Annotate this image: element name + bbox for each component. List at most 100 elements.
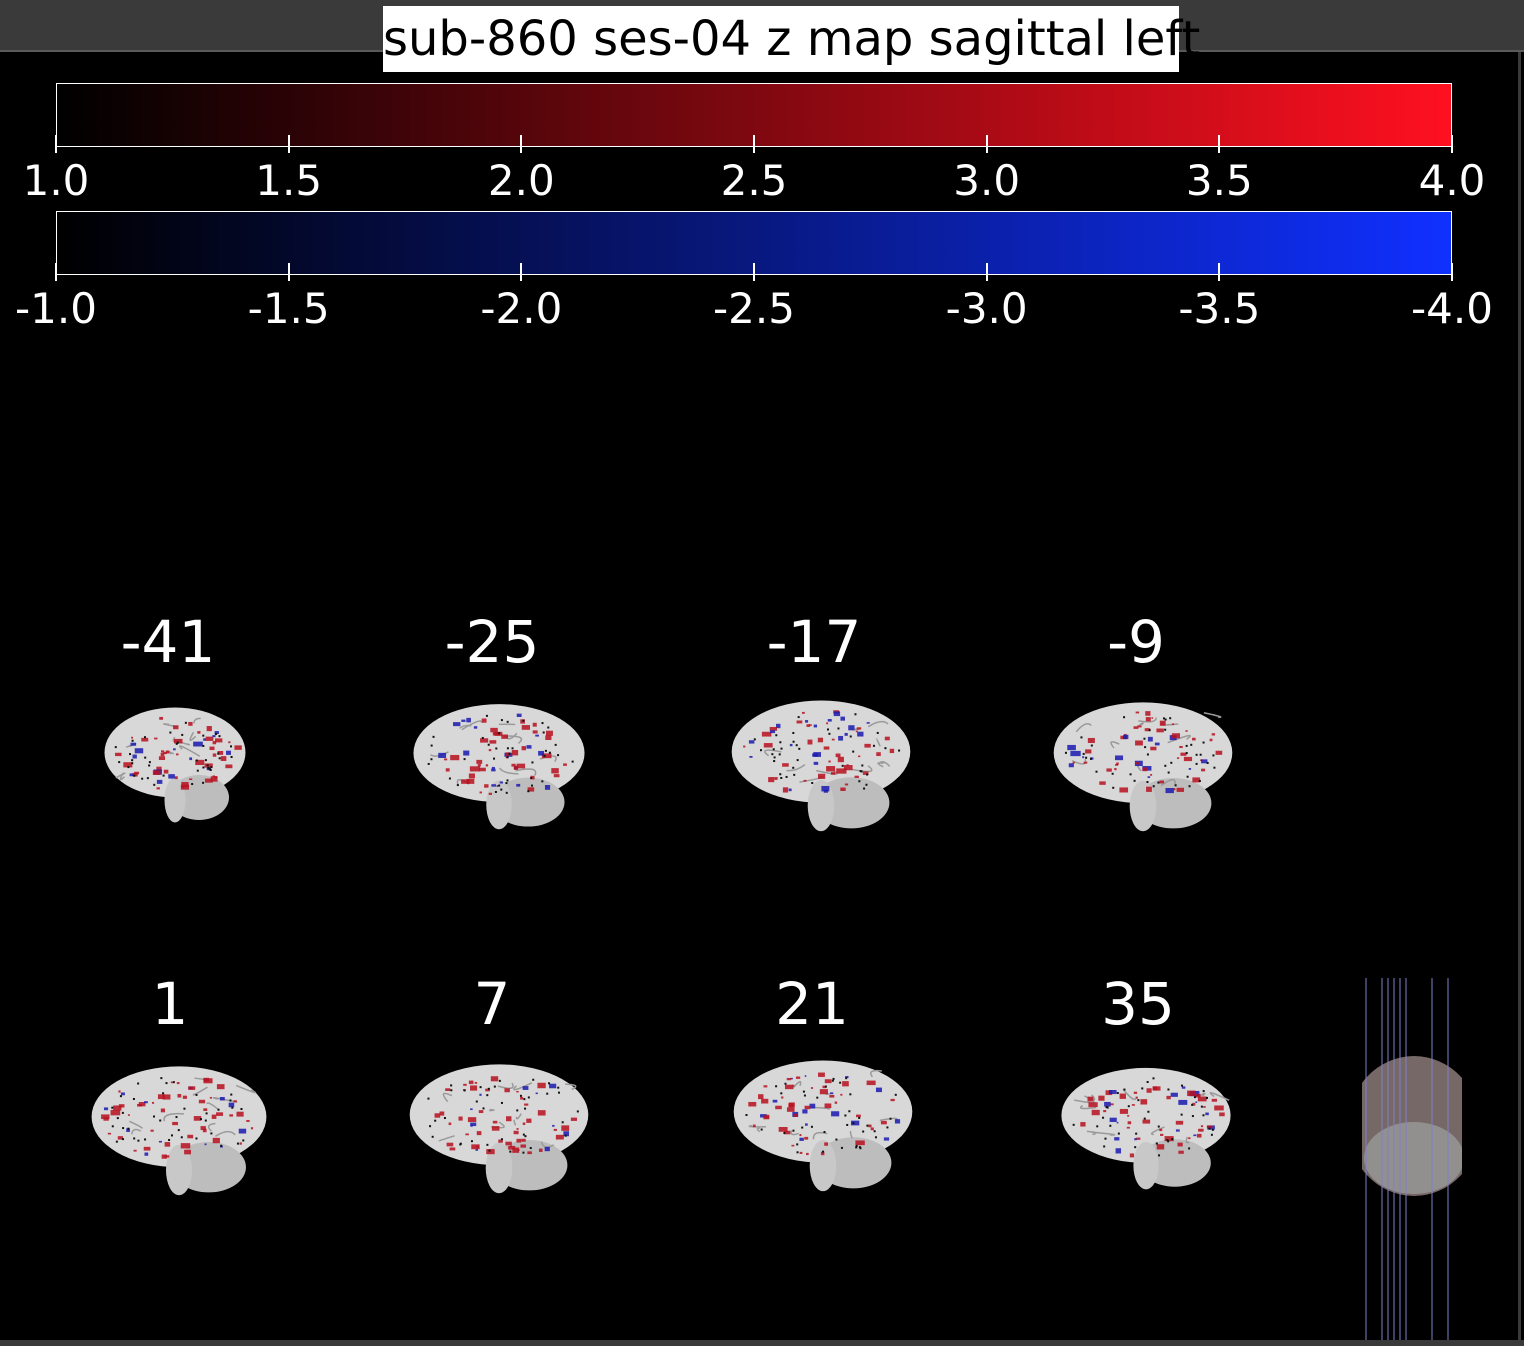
positive-activation-blob [844, 783, 849, 786]
negative-activation-blob [1114, 1137, 1120, 1141]
brain-slice-image [733, 1060, 913, 1192]
positive-activation-blob [1209, 738, 1213, 742]
speckle [861, 764, 864, 767]
positive-activation-blob [1087, 1096, 1094, 1102]
positive-activation-blob [107, 1132, 112, 1135]
colorbar-tick-label: 2.0 [487, 156, 555, 205]
positive-activation-blob [471, 1144, 480, 1150]
negative-activation-blob [526, 745, 532, 749]
speckle [1129, 773, 1132, 776]
positive-activation-blob [203, 1077, 210, 1082]
speckle [500, 719, 503, 722]
brainstem-shape [1133, 1141, 1159, 1190]
positive-activation-blob [489, 740, 497, 744]
positive-activation-blob [250, 1127, 254, 1130]
positive-activation-blob [443, 758, 448, 761]
negative-activation-blob [132, 754, 137, 759]
speckle [855, 1144, 858, 1147]
gyrus-line [438, 1135, 455, 1142]
speckle [218, 757, 221, 760]
speckle [759, 749, 762, 752]
slice-label: 7 [473, 970, 511, 1038]
positive-activation-blob [804, 1136, 809, 1140]
positive-activation-blob [836, 768, 847, 774]
positive-activation-blob [1176, 787, 1185, 792]
colorbar-tick-label: 4.0 [1418, 156, 1486, 205]
positive-activation-blob [488, 792, 492, 795]
positive-activation-blob [532, 730, 538, 734]
speckle [121, 1138, 124, 1141]
brain-slice-image [91, 1066, 267, 1196]
positive-activation-blob [1119, 1108, 1129, 1114]
speckle [831, 1079, 834, 1082]
positive-activation-blob [752, 1124, 756, 1128]
speckle [205, 1112, 208, 1115]
speckle [463, 758, 466, 761]
speckle [516, 1109, 519, 1112]
slice-label: -25 [444, 608, 540, 676]
positive-activation-blob [786, 1107, 795, 1112]
positive-activation-blob [866, 1080, 876, 1086]
gyrus-line [212, 1096, 238, 1104]
speckle [802, 1090, 805, 1093]
speckle [522, 719, 525, 722]
speckle [884, 747, 887, 750]
positive-activation-blob [200, 1126, 206, 1131]
positive-activation-blob [1145, 711, 1151, 716]
speckle [1102, 1116, 1105, 1119]
positive-activation-blob [822, 1085, 826, 1089]
positive-activation-blob [118, 1090, 121, 1093]
positive-activation-blob [876, 752, 881, 757]
negative-activation-blob [130, 742, 137, 746]
positive-activation-blob [468, 773, 475, 779]
speckle [1195, 753, 1198, 756]
colorbar-tick-label: -2.0 [480, 284, 563, 333]
positive-activation-blob [461, 779, 470, 784]
negative-activation-blob [475, 1148, 479, 1151]
speckle [849, 735, 852, 738]
positive-activation-blob [1192, 777, 1201, 783]
speckle [488, 1149, 491, 1152]
positive-activation-blob [164, 1155, 170, 1158]
positive-activation-blob [799, 1151, 803, 1154]
positive-activation-blob [758, 1094, 764, 1100]
colorbar-tick-label: 3.5 [1185, 156, 1253, 205]
speckle [862, 1130, 865, 1133]
positive-activation-blob [1127, 1115, 1130, 1117]
positive-activation-blob [769, 726, 777, 731]
negative-activation-blob [103, 1107, 109, 1111]
speckle [771, 753, 774, 756]
positive-activation-blob [1215, 750, 1223, 755]
speckle [542, 731, 545, 734]
speckle [1164, 764, 1167, 767]
speckle [779, 773, 782, 776]
positive-activation-blob [176, 1082, 180, 1085]
speckle [153, 783, 156, 786]
positive-activation-blob [516, 1090, 519, 1093]
positive-activation-blob [113, 1105, 122, 1111]
speckle [450, 1084, 453, 1087]
speckle [487, 743, 490, 746]
positive-activation-blob [801, 711, 805, 714]
brain-slice-image [1061, 1067, 1231, 1190]
positive-activation-blob [1105, 1090, 1113, 1096]
negative-activation-blob [1147, 736, 1153, 742]
brainstem-shape [486, 780, 512, 830]
colorbar-tick-label: -2.5 [713, 284, 795, 333]
positive-activation-blob [476, 759, 483, 764]
speckle [204, 1119, 207, 1122]
speckle [133, 774, 136, 777]
speckle [865, 783, 868, 786]
positive-activation-blob [764, 1114, 770, 1119]
speckle [780, 747, 783, 750]
positive-activation-blob [465, 1133, 469, 1136]
cerebrum-shape [409, 1064, 589, 1166]
positive-activation-blob [1136, 1137, 1141, 1140]
positive-activation-blob [824, 1103, 832, 1109]
positive-activation-blob [783, 1130, 791, 1135]
speckle [498, 1079, 501, 1082]
gyrus-line [129, 1120, 144, 1129]
negative-activation-blob [479, 1093, 482, 1096]
speckle [1211, 1128, 1214, 1131]
speckle [177, 1129, 180, 1132]
